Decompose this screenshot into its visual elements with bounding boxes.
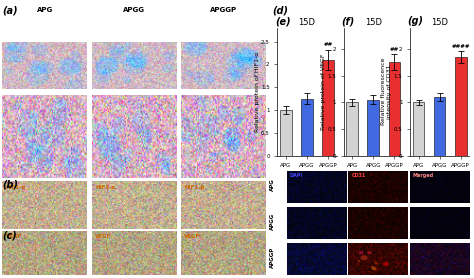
Text: (f): (f) [341,16,355,26]
Text: HIF1-α: HIF1-α [95,185,115,190]
Text: HIF1-α: HIF1-α [6,185,26,190]
Bar [413,102,424,156]
Text: CD31: CD31 [351,173,365,178]
Text: VEGF: VEGF [6,234,22,239]
Text: ##: ## [390,47,399,52]
Bar [455,57,466,156]
Bar [346,102,358,156]
Y-axis label: Relative protein of HIF1-α: Relative protein of HIF1-α [255,51,259,132]
Text: ####: #### [452,44,470,49]
Text: (c): (c) [2,231,17,241]
Bar [322,60,334,156]
Text: (b): (b) [2,179,18,189]
Text: VEGF: VEGF [184,234,201,239]
Y-axis label: Relative protein of VEGF: Relative protein of VEGF [321,53,326,130]
Bar [301,99,313,156]
Text: APGG: APGG [123,7,145,13]
Text: ##: ## [323,42,333,47]
Text: Merged: Merged [413,173,434,178]
Bar [367,100,379,156]
Text: (d): (d) [273,6,289,16]
Bar [280,110,292,156]
Title: 15D: 15D [299,18,315,27]
Text: APGG: APGG [270,212,275,230]
Bar [434,97,446,156]
Text: VEGF: VEGF [95,234,111,239]
Title: 15D: 15D [365,18,382,27]
Y-axis label: Relative fluorescence
intensity of CD31: Relative fluorescence intensity of CD31 [382,58,392,125]
Text: APG: APG [270,178,275,191]
Text: APGGP: APGGP [270,247,275,268]
Text: APG: APG [36,7,53,13]
Text: (a): (a) [2,6,18,16]
Bar [389,63,400,156]
Text: (g): (g) [408,16,424,26]
Text: HIF1-β: HIF1-β [184,185,205,190]
Text: (e): (e) [275,16,291,26]
Text: APGGP: APGGP [210,7,237,13]
Text: DAPI: DAPI [290,173,303,178]
Title: 15D: 15D [431,18,448,27]
